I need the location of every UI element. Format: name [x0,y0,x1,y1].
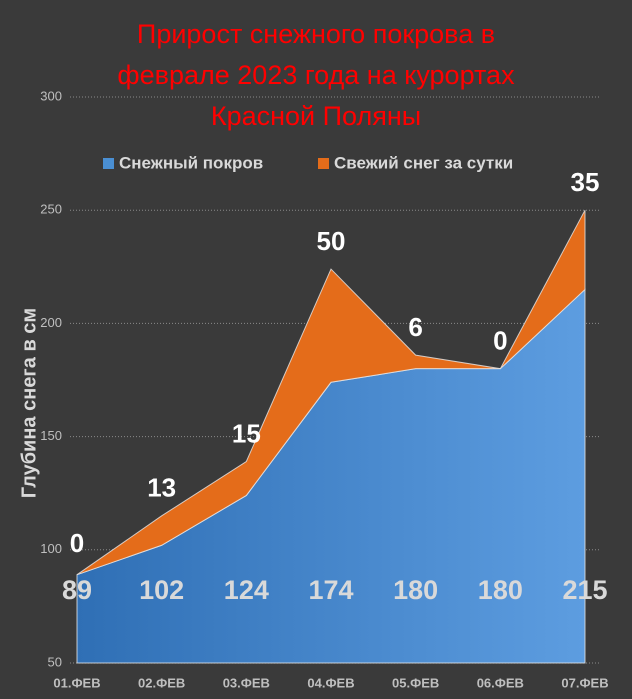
x-tick-label: 06.ФЕВ [477,675,524,690]
legend-swatch [318,158,329,169]
chart-title: Прирост снежного покрова в феврале 2023 … [117,19,515,131]
y-tick-label: 200 [40,315,62,330]
data-label: 102 [139,575,184,605]
y-axis-label: Глубина снега в см [18,308,40,498]
data-label: 6 [408,312,422,342]
x-tick-label: 07.ФЕВ [561,675,608,690]
data-label: 174 [308,575,353,605]
y-tick-label: 150 [40,428,62,443]
data-label: 15 [232,418,261,448]
data-label: 35 [571,167,600,197]
legend-swatch [103,158,114,169]
y-tick-label: 100 [40,541,62,556]
data-label: 180 [478,575,523,605]
legend-label: Снежный покров [119,153,263,172]
data-label: 50 [317,226,346,256]
data-label: 124 [224,575,269,605]
x-tick-label: 02.ФЕВ [138,675,185,690]
y-tick-label: 250 [40,202,62,217]
data-label: 215 [562,575,607,605]
data-label: 0 [493,326,507,356]
data-label: 180 [393,575,438,605]
x-tick-label: 01.ФЕВ [53,675,100,690]
y-tick-label: 300 [40,88,62,103]
data-label: 0 [70,528,84,558]
x-tick-label: 04.ФЕВ [307,675,354,690]
data-label: 13 [147,473,176,503]
data-label: 89 [62,575,92,605]
area [76,209,586,576]
x-tick-label: 05.ФЕВ [392,675,439,690]
y-tick-label: 50 [48,654,62,669]
x-tick-label: 03.ФЕВ [223,675,270,690]
legend-label: Свежий снег за сутки [334,153,513,172]
